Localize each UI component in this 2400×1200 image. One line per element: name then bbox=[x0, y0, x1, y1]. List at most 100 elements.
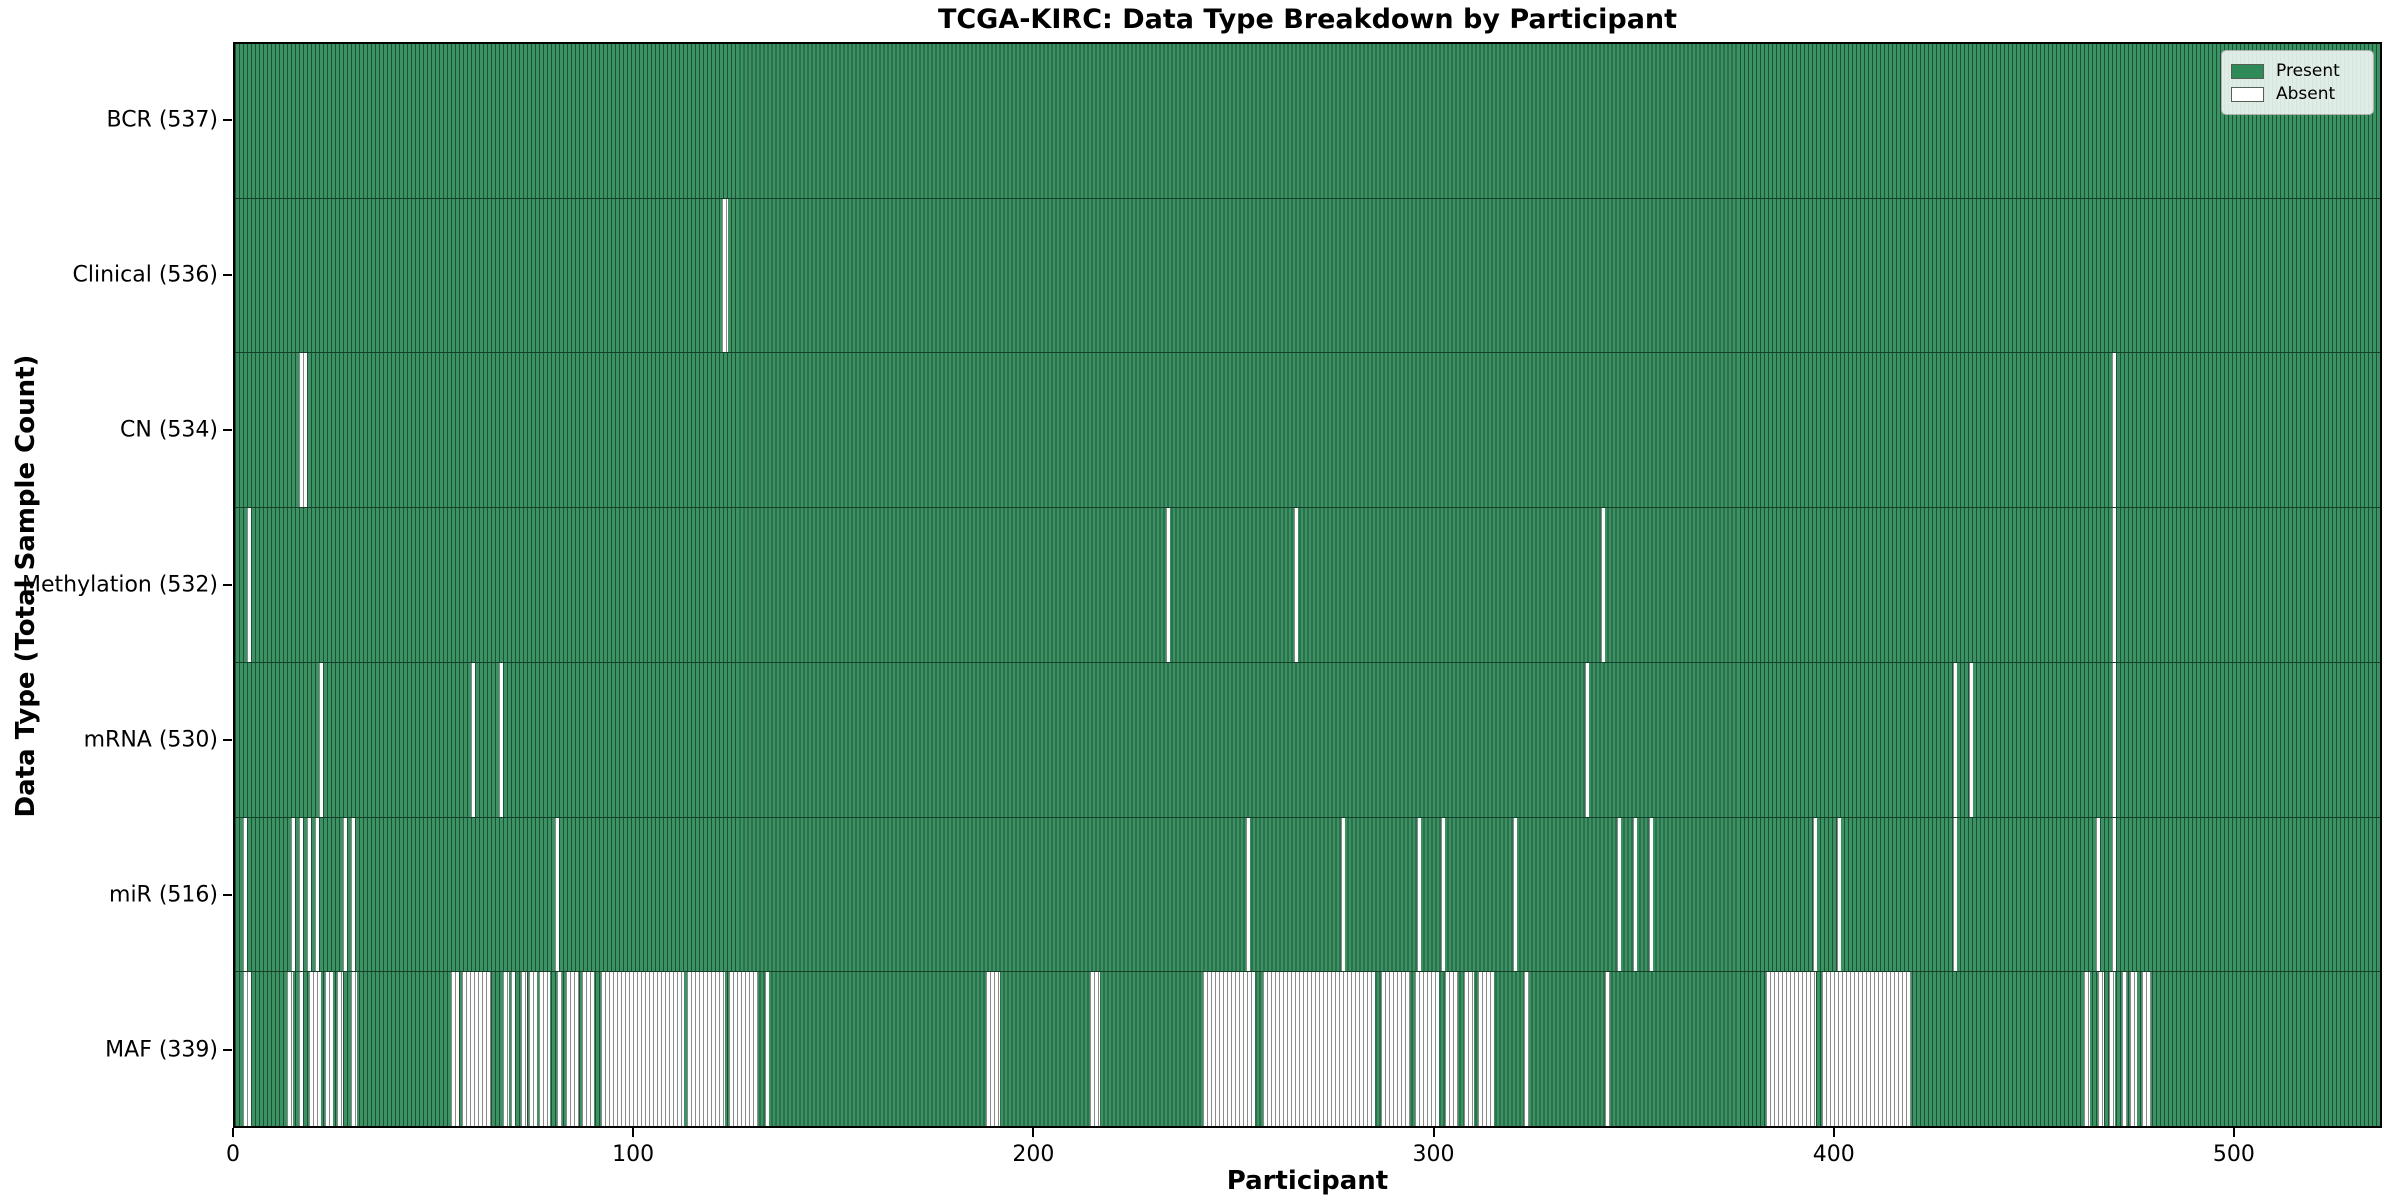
absent-stripe bbox=[502, 972, 509, 1127]
absent-stripe bbox=[450, 972, 459, 1127]
absent-stripe bbox=[242, 817, 247, 972]
absent-stripe bbox=[2141, 972, 2152, 1127]
absent-stripe bbox=[298, 353, 307, 508]
absent-stripe bbox=[765, 972, 770, 1127]
absent-stripe bbox=[521, 972, 527, 1127]
absent-stripe bbox=[2112, 508, 2117, 662]
absent-stripe bbox=[1836, 817, 1841, 972]
absent-stripe bbox=[286, 972, 293, 1127]
legend-absent-label: Absent bbox=[2276, 84, 2336, 104]
absent-stripe bbox=[246, 508, 251, 662]
x-axis-label: Participant bbox=[1226, 1166, 1389, 1196]
y-tick-label-methylation: Methylation (532) bbox=[22, 572, 218, 598]
legend-entry-present: Present bbox=[2231, 61, 2363, 81]
absent-stripe bbox=[1478, 972, 1494, 1127]
absent-stripe bbox=[2130, 972, 2137, 1127]
y-tick-label-maf: MAF (339) bbox=[105, 1037, 218, 1063]
present-swatch bbox=[2231, 63, 2264, 79]
absent-stripe bbox=[298, 972, 303, 1127]
absent-stripe bbox=[1617, 817, 1622, 972]
absent-stripe bbox=[2097, 972, 2104, 1127]
absent-stripe bbox=[566, 972, 580, 1127]
absent-stripe bbox=[342, 817, 347, 972]
absent-stripe bbox=[1821, 972, 1912, 1127]
y-tick bbox=[223, 894, 232, 897]
x-tick-label: 100 bbox=[612, 1142, 655, 1167]
y-tick-label-cn: CN (534) bbox=[120, 417, 218, 443]
absent-stripe bbox=[350, 972, 357, 1127]
absent-stripe bbox=[600, 972, 684, 1127]
absent-stripe bbox=[511, 972, 516, 1127]
x-tick bbox=[1032, 1128, 1035, 1137]
legend-entry-absent: Absent bbox=[2231, 84, 2363, 104]
absent-stripe bbox=[2112, 353, 2117, 508]
row-maf bbox=[235, 972, 2380, 1127]
y-tick bbox=[223, 739, 232, 742]
y-tick-label-mir: miR (516) bbox=[109, 882, 218, 908]
absent-stripe bbox=[1952, 817, 1957, 972]
absent-stripe bbox=[498, 662, 503, 817]
x-tick bbox=[232, 1128, 234, 1137]
row-mrna bbox=[235, 662, 2380, 818]
absent-stripe bbox=[1341, 817, 1346, 972]
absent-stripe bbox=[722, 198, 729, 353]
x-tick-label: 0 bbox=[226, 1142, 240, 1167]
absent-stripe bbox=[1415, 972, 1439, 1127]
x-tick-label: 400 bbox=[1812, 1142, 1855, 1167]
row-mir bbox=[235, 817, 2380, 973]
row-clinical bbox=[235, 198, 2380, 354]
plot-area: Present Absent bbox=[233, 42, 2382, 1128]
absent-stripe bbox=[298, 817, 303, 972]
absent-stripe bbox=[528, 972, 537, 1127]
absent-stripe bbox=[306, 817, 311, 972]
absent-stripe bbox=[324, 972, 333, 1127]
absent-stripe bbox=[1441, 817, 1446, 972]
absent-stripe bbox=[1513, 817, 1518, 972]
y-tick-label-clinical: Clinical (536) bbox=[72, 262, 218, 288]
absent-stripe bbox=[1445, 972, 1459, 1127]
absent-stripe bbox=[350, 817, 355, 972]
absent-stripe bbox=[1601, 508, 1606, 662]
legend: Present Absent bbox=[2221, 50, 2374, 115]
absent-stripe bbox=[2084, 972, 2090, 1127]
absent-stripe bbox=[1293, 508, 1298, 662]
absent-stripe bbox=[1202, 972, 1255, 1127]
absent-stripe bbox=[2112, 662, 2117, 817]
absent-stripe bbox=[1952, 662, 1957, 817]
absent-stripe bbox=[1633, 817, 1638, 972]
absent-stripe bbox=[556, 972, 562, 1127]
y-tick bbox=[223, 1049, 232, 1052]
absent-stripe bbox=[1089, 972, 1100, 1127]
y-tick bbox=[223, 118, 232, 121]
x-tick bbox=[632, 1128, 635, 1137]
absent-stripe bbox=[539, 972, 550, 1127]
absent-stripe bbox=[1649, 817, 1653, 972]
y-tick bbox=[223, 584, 232, 586]
y-tick bbox=[223, 273, 232, 276]
absent-stripe bbox=[1381, 972, 1410, 1127]
absent-stripe bbox=[2096, 817, 2101, 972]
row-cn bbox=[235, 353, 2380, 509]
y-tick-label-mrna: mRNA (530) bbox=[83, 727, 218, 753]
absent-stripe bbox=[554, 817, 559, 972]
absent-stripe bbox=[470, 662, 475, 817]
absent-stripe bbox=[2121, 972, 2128, 1127]
absent-stripe bbox=[1417, 817, 1422, 972]
absent-stripe bbox=[308, 972, 321, 1127]
absent-stripe bbox=[985, 972, 1000, 1127]
x-tick-label: 500 bbox=[2212, 1142, 2255, 1167]
absent-stripe bbox=[1812, 817, 1817, 972]
y-tick-label-bcr: BCR (537) bbox=[106, 107, 218, 133]
absent-stripe bbox=[1523, 972, 1530, 1127]
absent-stripe bbox=[1245, 817, 1250, 972]
absent-stripe bbox=[242, 972, 251, 1127]
absent-swatch bbox=[2231, 86, 2264, 102]
absent-stripe bbox=[729, 972, 758, 1127]
absent-stripe bbox=[318, 662, 323, 817]
absent-stripe bbox=[687, 972, 725, 1127]
x-tick-label: 300 bbox=[1412, 1142, 1455, 1167]
absent-stripe bbox=[1765, 972, 1816, 1127]
y-tick bbox=[223, 428, 232, 431]
row-bcr bbox=[235, 44, 2380, 199]
